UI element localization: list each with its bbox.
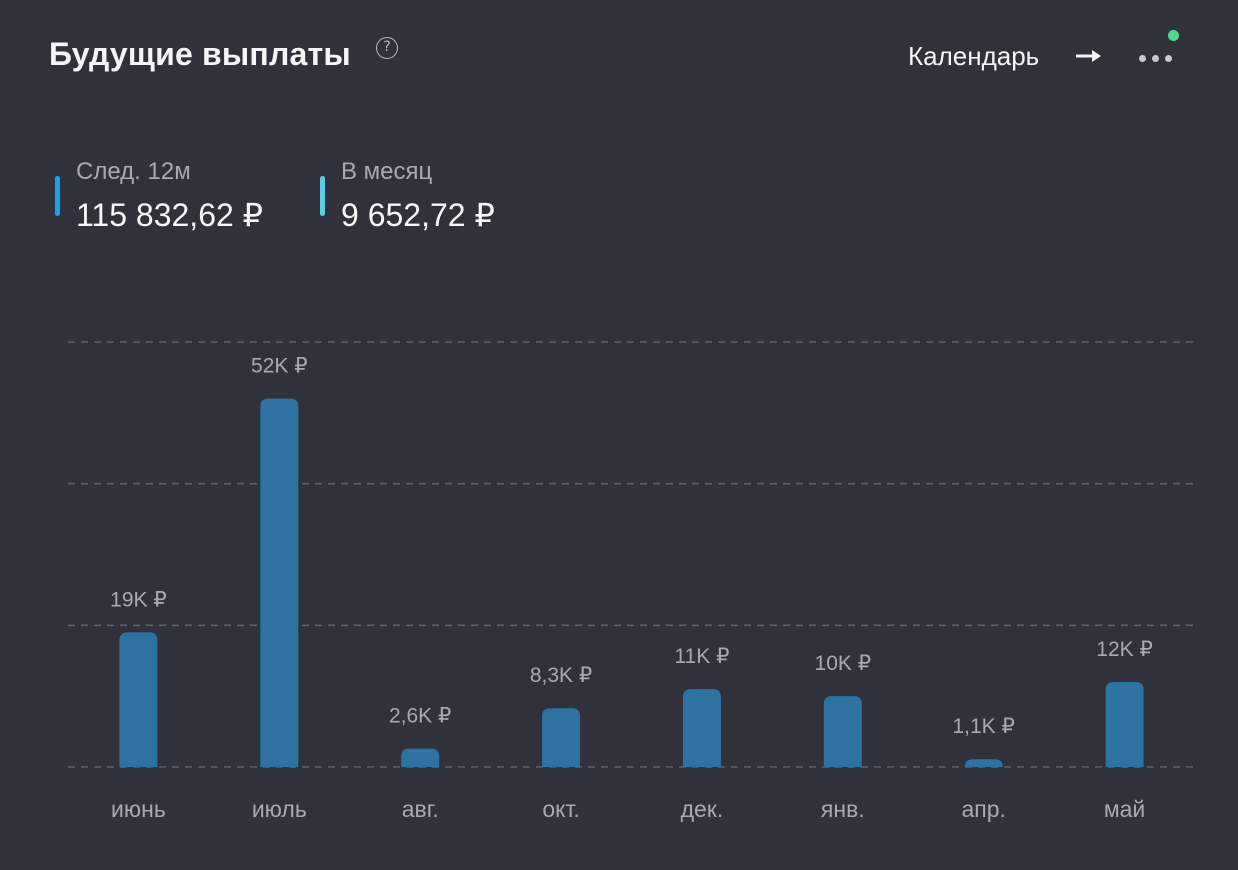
x-tick-label: июнь bbox=[111, 796, 166, 822]
x-tick-label: дек. bbox=[681, 796, 724, 822]
stat-value: 115 832,62 ₽ bbox=[76, 197, 264, 233]
stat-color-marker bbox=[320, 176, 325, 216]
bar-value-label: 2,6K ₽ bbox=[389, 705, 451, 728]
page-title: Будущие выплаты bbox=[49, 36, 351, 72]
bar-value-label: 10K ₽ bbox=[815, 652, 872, 675]
stat-label: След. 12м bbox=[76, 158, 191, 185]
bar-1[interactable] bbox=[260, 398, 299, 767]
status-indicator-icon bbox=[1168, 30, 1179, 41]
arrow-right-icon[interactable] bbox=[1076, 48, 1102, 64]
bar-value-label: 8,3K ₽ bbox=[530, 664, 592, 687]
bar-value-label: 52K ₽ bbox=[251, 355, 308, 378]
more-dot-icon bbox=[1139, 55, 1146, 62]
stat-value: 9 652,72 ₽ bbox=[341, 197, 495, 233]
x-tick-label: апр. bbox=[961, 796, 1005, 822]
bar-value-label: 11K ₽ bbox=[674, 645, 729, 668]
bar-value-label: 12K ₽ bbox=[1096, 638, 1153, 661]
x-tick-label: июль bbox=[252, 796, 307, 822]
x-tick-label: авг. bbox=[402, 796, 439, 822]
x-tick-label: янв. bbox=[821, 796, 865, 822]
bar-4[interactable] bbox=[682, 689, 721, 767]
stat-label: В месяц bbox=[341, 158, 433, 185]
bar-value-label: 1,1K ₽ bbox=[952, 715, 1014, 738]
bar-0[interactable] bbox=[119, 632, 158, 767]
bar-6[interactable] bbox=[964, 759, 1003, 767]
more-dot-icon bbox=[1165, 55, 1172, 62]
bar-2[interactable] bbox=[401, 748, 440, 767]
calendar-link[interactable]: Календарь bbox=[908, 40, 1040, 71]
more-dot-icon bbox=[1152, 55, 1159, 62]
bar-7[interactable] bbox=[1105, 682, 1144, 767]
more-options-button[interactable] bbox=[1136, 47, 1176, 69]
x-tick-label: май bbox=[1104, 796, 1145, 822]
x-tick-label: окт. bbox=[542, 796, 580, 822]
bar-5[interactable] bbox=[823, 696, 862, 767]
bar-value-label: 19K ₽ bbox=[110, 588, 167, 611]
bar-3[interactable] bbox=[542, 708, 581, 767]
help-icon[interactable]: ? bbox=[376, 37, 398, 59]
stat-color-marker bbox=[55, 176, 60, 216]
